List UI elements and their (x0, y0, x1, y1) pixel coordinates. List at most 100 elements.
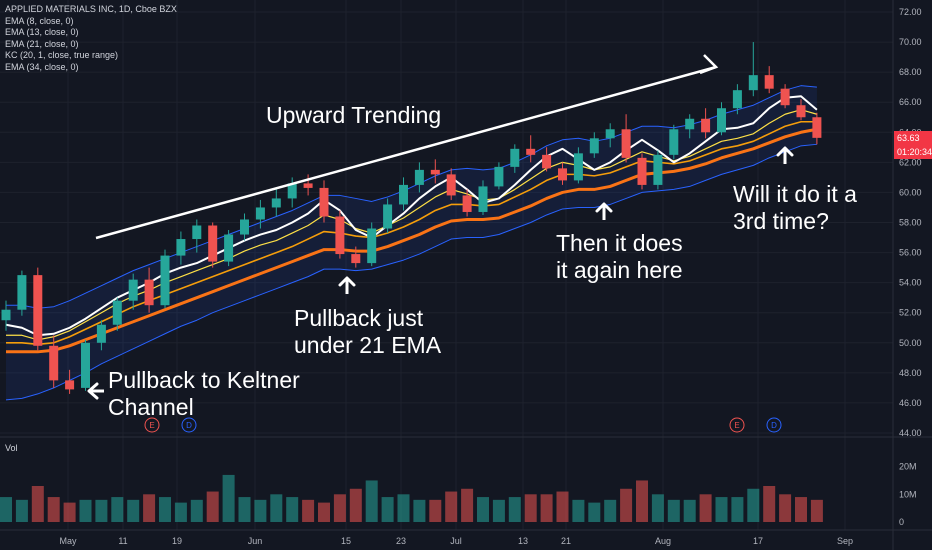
x-tick-label: Jul (450, 536, 462, 546)
annotation-pullback2-line2: under 21 EMA (294, 332, 442, 358)
y-tick-label: 58.00 (899, 218, 922, 228)
volume-bar (31, 486, 44, 522)
x-tick-label: 17 (753, 536, 763, 546)
x-tick-label: 21 (561, 536, 571, 546)
volume-bar (477, 497, 489, 522)
volume-bar (508, 497, 521, 522)
legend-symbol[interactable]: APPLIED MATERIALS INC, 1D, Cboe BZX (5, 4, 177, 14)
volume-bar (588, 502, 601, 522)
candle-body (351, 254, 361, 264)
volume-bar (763, 486, 776, 522)
y-tick-label: 46.00 (899, 398, 922, 408)
legend-keltner[interactable]: KC (20, 1, close, true range) (5, 50, 119, 60)
keltner-lower-line (5, 143, 817, 401)
marker-label: E (149, 421, 154, 430)
candle-body (780, 88, 790, 106)
keltner-upper-line (6, 85, 817, 309)
volume-bar (604, 499, 617, 522)
candle-body (462, 195, 472, 212)
candle-body (49, 345, 59, 381)
volume-bar (413, 499, 426, 522)
y-tick-label: 60.00 (899, 187, 922, 197)
volume-bar (779, 494, 792, 522)
annotation-pullback3-line2: it again here (556, 257, 683, 283)
annotation-pullback1-line1: Pullback to Keltner (108, 367, 300, 393)
pullback1-arrow-head (87, 382, 99, 400)
candle-body (573, 153, 583, 181)
volume-bar (302, 499, 315, 522)
x-tick-label: Jun (248, 536, 263, 546)
annotation-question-line2: 3rd time? (733, 208, 829, 234)
question-arrow-head (776, 146, 794, 157)
candle-body (81, 342, 90, 388)
x-tick-label: 19 (172, 536, 182, 546)
candle-body (701, 118, 711, 133)
candle-body (621, 129, 631, 158)
candle-body (764, 75, 774, 89)
candle-body (33, 275, 43, 346)
volume-bar (429, 499, 442, 522)
volume-bar (524, 494, 537, 522)
volume-bar (286, 497, 299, 522)
y-tick-label: 66.00 (899, 97, 922, 107)
candle-body (319, 187, 329, 217)
candle-body (17, 275, 27, 310)
candle-body (255, 207, 265, 220)
volume-bar (381, 497, 394, 522)
volume-bar (365, 480, 378, 522)
candle-body (796, 105, 806, 118)
volume-bar (190, 499, 203, 522)
y-tick-label: 50.00 (899, 338, 922, 348)
earnings-marker (729, 417, 745, 433)
y-tick-label: 56.00 (899, 248, 922, 258)
volume-bar (715, 497, 728, 522)
y-tick-label: 48.00 (899, 368, 922, 378)
volume-bar (318, 502, 330, 522)
y-tick-label: 68.00 (899, 67, 922, 77)
volume-bar (731, 497, 744, 522)
candle-body (812, 117, 822, 138)
volume-bar (0, 497, 12, 522)
legend-ema13[interactable]: EMA (13, close, 0) (5, 27, 79, 37)
y-tick-label: 70.00 (899, 37, 922, 47)
candle-body (732, 90, 742, 109)
volume-bar (174, 502, 187, 522)
volume-bar (127, 499, 140, 522)
candle-body (1, 309, 11, 321)
annotation-arrows (87, 54, 794, 400)
marker-label: D (771, 421, 777, 430)
volume-bar (63, 502, 76, 522)
x-tick-label: 15 (341, 536, 351, 546)
candle-body (653, 154, 663, 185)
candle-body (224, 234, 234, 262)
legend-ema21[interactable]: EMA (21, close, 0) (5, 38, 79, 49)
volume-bar (572, 499, 585, 522)
x-tick-label: Aug (655, 536, 671, 546)
volume-bar (333, 494, 346, 522)
candle-body (335, 216, 345, 255)
ema21-line (6, 120, 817, 346)
candle-body (414, 169, 424, 185)
volume-bar (445, 491, 458, 522)
candle-body (192, 225, 202, 240)
volume-bar (47, 497, 60, 522)
volume-bar (15, 499, 28, 522)
candle-body (685, 118, 695, 130)
volume-bar (667, 499, 680, 522)
x-tick-label: 11 (118, 536, 127, 546)
volume-bar (461, 488, 474, 522)
legend-ema34[interactable]: EMA (34, close, 0) (5, 61, 79, 72)
keltner-channel-fill (6, 85, 817, 400)
candle-body (271, 198, 281, 208)
marker-label: D (186, 421, 192, 430)
candle-body (526, 148, 536, 155)
volume-bar (159, 497, 171, 522)
candle-body (430, 169, 440, 175)
ema34-line (6, 127, 818, 354)
volume-pane-label[interactable]: Vol (5, 443, 18, 453)
legend-ema8[interactable]: EMA (8, close, 0) (5, 15, 74, 26)
trend-arrow-head (699, 54, 719, 75)
candle-body (589, 138, 599, 154)
